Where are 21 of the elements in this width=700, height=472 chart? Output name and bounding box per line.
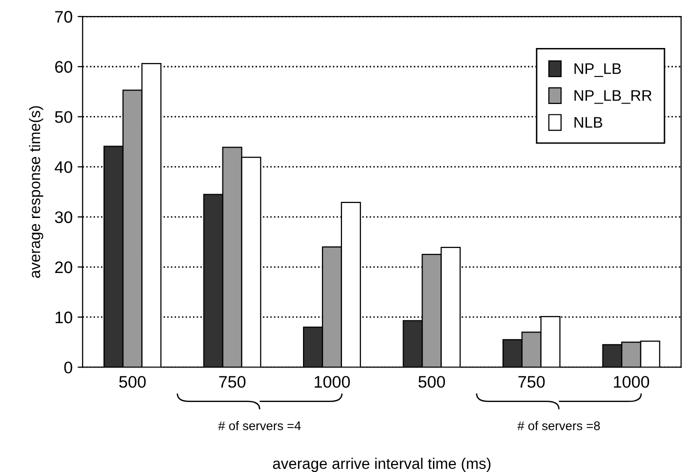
x-axis-title: average arrive interval time (ms) (272, 458, 490, 472)
y-tick-label: 50 (55, 111, 72, 123)
y-tick-label: 70 (55, 10, 72, 23)
legend-label: NP_LB_RR (574, 90, 652, 104)
y-tick-label: 30 (54, 211, 72, 224)
y-tick-label: 10 (56, 312, 72, 324)
x-tick-label: 1000 (314, 376, 350, 388)
y-tick-label: 60 (55, 61, 72, 73)
y-axis-title: average response time(s) (28, 106, 44, 278)
x-tick-label: 1000 (614, 376, 650, 388)
text: # of servers =4 (218, 421, 301, 430)
text: # of servers =8 (517, 421, 600, 430)
y-tick-label: 0 (64, 362, 72, 374)
y-tick-label: 20 (55, 261, 72, 274)
y-tick-label: 40 (54, 161, 72, 174)
x-tick-label: 750 (518, 376, 545, 388)
legend-label: NP_LB (574, 63, 621, 77)
legend-label: NLB (574, 117, 602, 128)
x-tick-label: 500 (418, 376, 445, 388)
x-tick-label: 750 (219, 376, 246, 388)
x-tick-label: 500 (119, 376, 146, 388)
